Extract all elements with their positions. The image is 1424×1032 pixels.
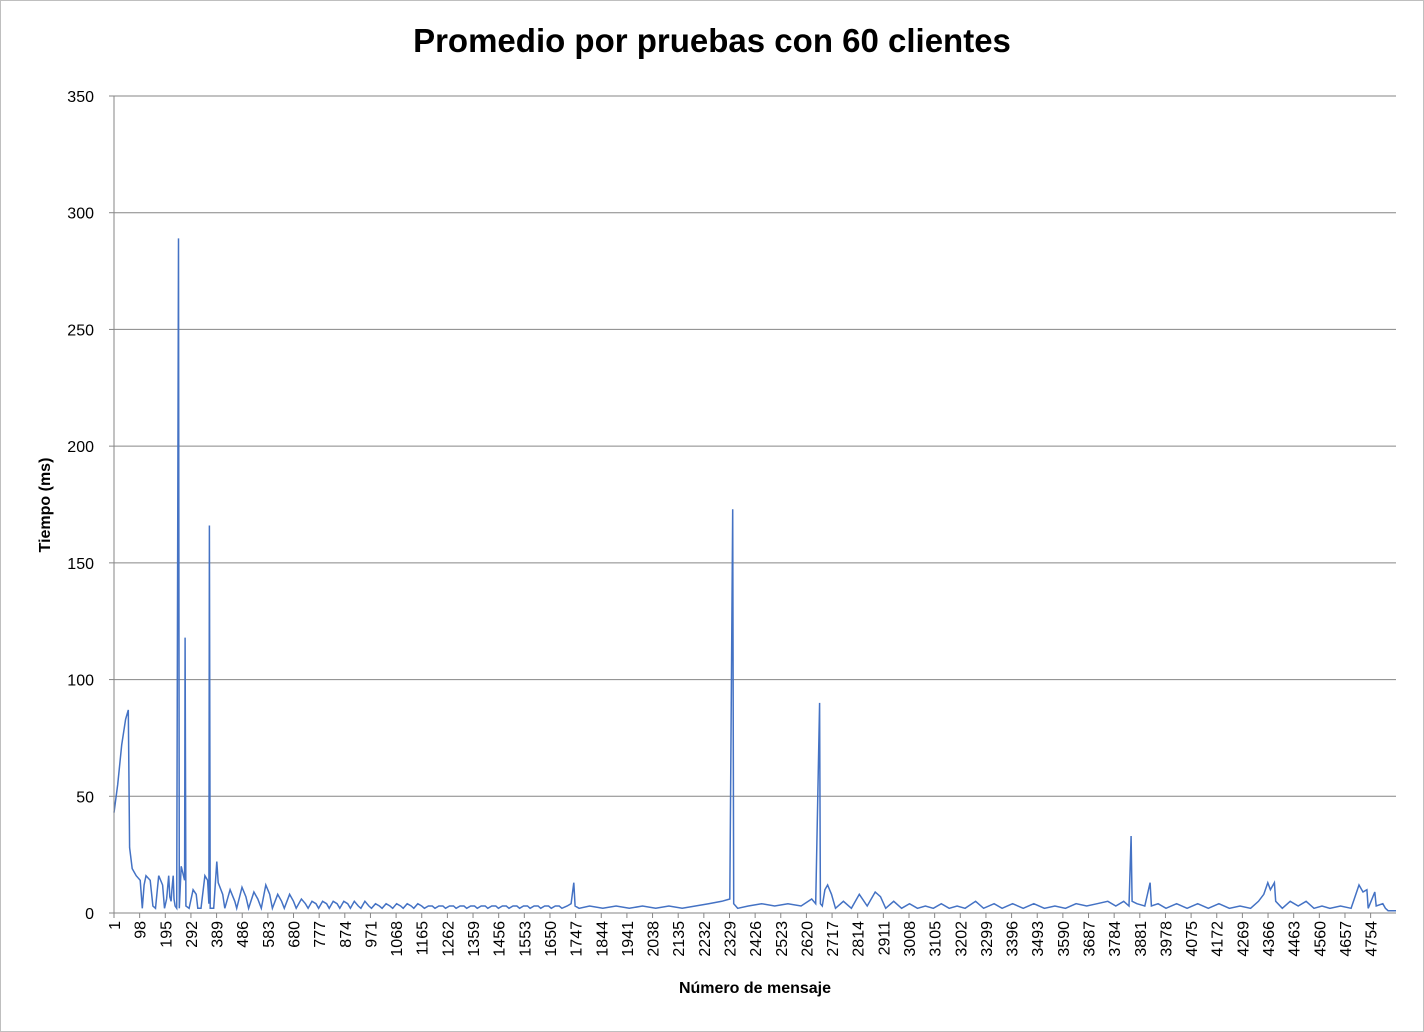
- x-tick-label: 1165: [415, 921, 432, 956]
- x-tick-label: 1650: [543, 921, 560, 957]
- x-tick-label: 4657: [1338, 921, 1355, 957]
- x-tick-label: 1844: [594, 921, 611, 957]
- x-tick-label: 4075: [1184, 921, 1201, 957]
- y-tick-labels: 0 50 100 150 200 250 300 350: [67, 89, 94, 923]
- x-tick-label: 2135: [671, 921, 688, 957]
- x-tick-label: 4269: [1235, 921, 1252, 957]
- gridlines: [109, 95, 1396, 914]
- y-tick-label: 50: [76, 789, 94, 806]
- x-tick-label: 3396: [1005, 921, 1022, 957]
- x-tick-label: 3008: [902, 921, 919, 957]
- x-tick-label: 1941: [620, 921, 637, 957]
- x-tick-label: 292: [184, 921, 201, 948]
- y-tick-label: 100: [67, 673, 94, 690]
- x-axis-label: Número de mensaje: [678, 980, 832, 997]
- y-tick-label: 250: [67, 322, 94, 339]
- y-tick-label: 350: [67, 89, 94, 106]
- x-tick-label: 2620: [799, 921, 816, 957]
- x-tick-label: 3493: [1030, 921, 1047, 957]
- x-tick-label: 3202: [953, 921, 970, 957]
- x-tick-label: 1553: [517, 921, 534, 957]
- x-tick-label: 3299: [979, 921, 996, 957]
- x-tick-label: 583: [261, 921, 278, 948]
- x-tick-label: 2329: [722, 921, 739, 957]
- x-tick-label: 2038: [646, 921, 663, 957]
- x-tick-label: 4366: [1261, 921, 1278, 957]
- chart-title: Promedio por pruebas con 60 clientes: [413, 22, 1011, 59]
- x-tick-label: 3881: [1133, 921, 1150, 957]
- x-tick-label: 2523: [774, 921, 791, 957]
- x-tick-labels: 1 98 195 292 389 486 583 680 777 874 971 1068 1165 12…: [107, 913, 1381, 957]
- x-tick-label: 1068: [389, 921, 406, 957]
- x-tick-label: 4172: [1210, 921, 1227, 957]
- x-tick-label: 680: [287, 921, 304, 948]
- x-tick-label: 4754: [1364, 921, 1381, 957]
- x-tick-label: 3784: [1107, 921, 1124, 957]
- x-tick-label: 2911: [876, 921, 893, 956]
- y-tick-label: 200: [67, 439, 94, 456]
- x-tick-label: 486: [235, 921, 252, 948]
- x-tick-label: 777: [312, 921, 329, 948]
- x-tick-label: 2717: [825, 921, 842, 957]
- x-tick-label: 1359: [466, 921, 483, 957]
- x-tick-label: 2426: [748, 921, 765, 957]
- x-tick-label: 3590: [1056, 921, 1073, 957]
- x-tick-label: 3687: [1082, 921, 1099, 957]
- x-tick-label: 195: [158, 921, 175, 948]
- x-tick-label: 3978: [1158, 921, 1175, 957]
- x-tick-label: 2232: [697, 921, 714, 957]
- x-tick-label: 971: [363, 921, 380, 948]
- x-tick-label: 4560: [1312, 921, 1329, 957]
- x-tick-label: 98: [133, 921, 150, 939]
- x-tick-label: 1456: [492, 921, 509, 957]
- y-tick-label: 300: [67, 206, 94, 223]
- x-tick-label: 1262: [440, 921, 457, 957]
- x-tick-label: 389: [210, 921, 227, 948]
- x-tick-label: 2814: [851, 921, 868, 957]
- x-tick-label: 4463: [1287, 921, 1304, 957]
- y-tick-label: 150: [67, 556, 94, 573]
- x-tick-label: 3105: [928, 921, 945, 957]
- x-tick-label: 1747: [569, 921, 586, 957]
- x-tick-label: 874: [338, 921, 355, 948]
- x-tick-label: 1: [107, 921, 124, 930]
- y-tick-label: 0: [85, 906, 94, 923]
- series-line: [113, 238, 1396, 912]
